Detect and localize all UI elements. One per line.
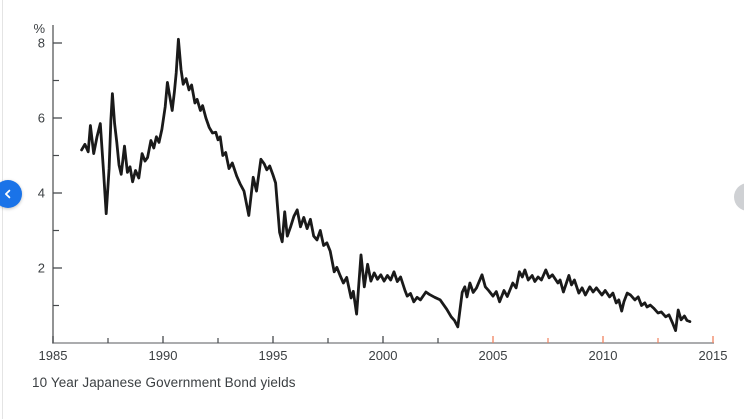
y-axis-unit-label: % [33, 21, 45, 36]
x-axis-tick-label: 1995 [259, 348, 288, 363]
x-axis-tick-label: 2000 [369, 348, 398, 363]
y-axis-tick-label: 2 [38, 261, 45, 276]
x-axis-tick-label: 2010 [589, 348, 618, 363]
y-axis-tick-label: 4 [38, 186, 45, 201]
x-axis-tick-label: 2015 [699, 348, 728, 363]
y-axis-tick-label: 6 [38, 111, 45, 126]
x-axis-tick-label: 1990 [149, 348, 178, 363]
carousel-next-button[interactable] [734, 183, 744, 211]
x-axis-tick-label: 1985 [39, 348, 68, 363]
x-axis-tick-label: 2005 [479, 348, 508, 363]
chevron-left-icon [5, 189, 11, 199]
carousel-prev-button[interactable] [0, 180, 22, 208]
y-axis-tick-label: 8 [38, 36, 45, 51]
card-left-border [2, 0, 3, 419]
chart-caption: 10 Year Japanese Government Bond yields [32, 375, 296, 390]
yield-line [80, 37, 692, 332]
